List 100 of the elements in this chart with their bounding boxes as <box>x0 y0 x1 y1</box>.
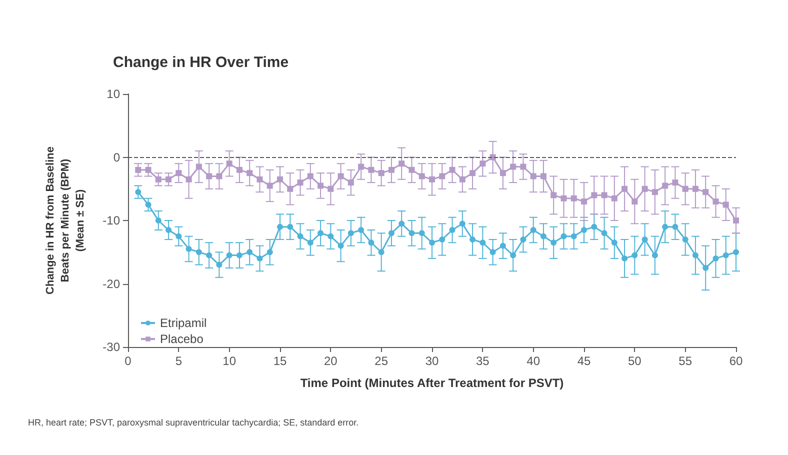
point <box>712 255 719 262</box>
point <box>540 233 546 240</box>
point <box>439 236 446 242</box>
point <box>398 160 405 167</box>
point <box>216 173 222 180</box>
point <box>358 164 364 170</box>
point <box>348 180 354 186</box>
point <box>632 252 638 258</box>
point <box>256 255 263 262</box>
point <box>712 198 719 205</box>
point <box>216 262 222 268</box>
point <box>318 182 324 189</box>
point <box>328 233 334 240</box>
point <box>560 195 567 202</box>
point <box>277 224 283 230</box>
point <box>287 186 294 192</box>
point <box>378 249 384 256</box>
point <box>297 233 304 240</box>
point <box>733 218 739 224</box>
point <box>388 230 394 236</box>
point <box>611 195 618 202</box>
point <box>368 240 374 246</box>
point <box>206 252 212 258</box>
point <box>277 176 283 182</box>
point <box>408 230 415 236</box>
point <box>692 252 698 258</box>
point <box>570 195 577 202</box>
x-tick-label: 30 <box>425 354 439 368</box>
legend-label: Placebo <box>160 332 204 346</box>
point <box>591 192 598 198</box>
point <box>236 252 242 258</box>
point <box>652 252 658 258</box>
point <box>297 180 304 186</box>
point <box>246 170 253 176</box>
point <box>622 186 628 192</box>
point <box>307 173 314 180</box>
point <box>722 252 729 258</box>
point <box>642 236 648 242</box>
point <box>500 170 506 176</box>
legend-label: Etripamil <box>160 316 207 330</box>
point <box>601 192 608 198</box>
point <box>550 192 557 198</box>
point <box>480 240 486 246</box>
x-axis-title: Time Point (Minutes After Treatment for PSVT) <box>300 376 564 390</box>
point <box>166 226 172 233</box>
point <box>449 226 456 233</box>
point <box>622 255 628 262</box>
point <box>145 166 152 173</box>
point <box>591 224 598 230</box>
point <box>722 202 729 208</box>
point <box>166 176 172 182</box>
x-tick-label: 10 <box>222 354 236 368</box>
point <box>307 240 314 246</box>
point <box>520 164 526 170</box>
point <box>135 189 142 196</box>
point <box>449 166 456 173</box>
y-tick-label: -10 <box>102 214 120 228</box>
point <box>702 264 709 271</box>
point <box>338 173 344 180</box>
point <box>408 166 415 173</box>
point <box>682 186 688 192</box>
y-tick-label: -20 <box>102 276 120 291</box>
point <box>145 202 152 208</box>
point <box>378 170 384 176</box>
point <box>459 220 466 227</box>
point <box>500 242 506 249</box>
point <box>266 182 273 189</box>
point <box>570 233 577 240</box>
point <box>348 230 354 236</box>
point <box>429 240 435 246</box>
point <box>287 224 294 230</box>
point <box>530 173 536 180</box>
point <box>601 230 608 236</box>
point <box>520 236 526 242</box>
point <box>642 186 648 192</box>
y-tick-label: -30 <box>102 340 120 354</box>
point <box>226 252 232 258</box>
point <box>682 236 688 242</box>
point <box>611 240 618 246</box>
point <box>176 170 182 176</box>
x-tick-label: 0 <box>124 354 132 368</box>
point <box>530 226 536 233</box>
point <box>550 240 557 246</box>
point <box>662 224 668 230</box>
x-tick-label: 50 <box>628 354 642 368</box>
y-axis-title: Change in HR from Baseline Beats per Minute (BPM) (Mean ± SE) <box>44 146 86 294</box>
x-tick-label: 40 <box>526 354 540 368</box>
point <box>388 166 394 173</box>
point <box>459 176 466 182</box>
point <box>672 224 678 230</box>
text: HR, heart rate; PSVT, paroxysmal supraventricular tachycardia; SE, standard error. <box>28 418 359 428</box>
x-tick-label: 35 <box>476 354 490 368</box>
point <box>510 164 516 170</box>
x-tick-label: 25 <box>374 354 388 368</box>
point <box>733 249 739 256</box>
point <box>206 173 212 180</box>
point <box>439 173 446 180</box>
point <box>196 164 202 170</box>
point <box>418 230 425 236</box>
point <box>540 173 546 180</box>
